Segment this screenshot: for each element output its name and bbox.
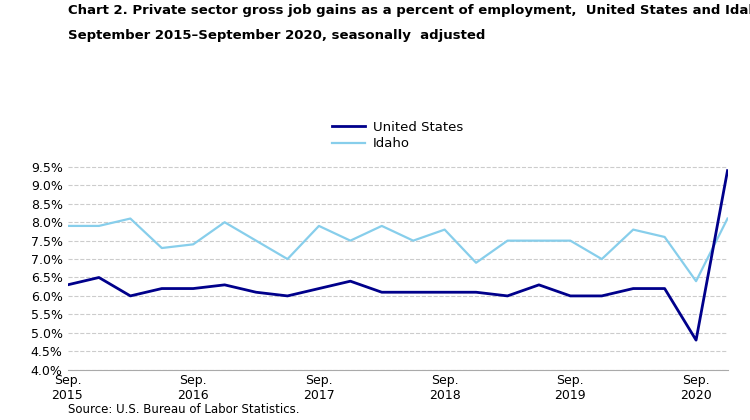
Idaho [566,238,574,243]
United States [220,282,230,287]
United States [660,286,669,291]
United States [597,294,606,299]
United States [314,286,323,291]
United States [94,275,104,280]
Idaho [472,260,481,265]
Text: Source: U.S. Bureau of Labor Statistics.: Source: U.S. Bureau of Labor Statistics. [68,403,299,416]
Legend: United States, Idaho: United States, Idaho [327,116,468,155]
United States [251,290,260,295]
Idaho [220,220,230,225]
Idaho [283,257,292,262]
Idaho [723,216,732,221]
Idaho [94,223,104,228]
Line: Idaho: Idaho [68,218,728,281]
Idaho [158,246,166,251]
Idaho [409,238,418,243]
Idaho [535,238,544,243]
Idaho [251,238,260,243]
Idaho [597,257,606,262]
United States [535,282,544,287]
United States [472,290,481,295]
United States [628,286,638,291]
Idaho [314,223,323,228]
Idaho [189,242,198,247]
United States [189,286,198,291]
Line: United States: United States [68,171,728,340]
United States [377,290,386,295]
United States [346,278,355,284]
United States [283,294,292,299]
Idaho [63,223,72,228]
Text: Chart 2. Private sector gross job gains as a percent of employment,  United Stat: Chart 2. Private sector gross job gains … [68,4,750,17]
Idaho [377,223,386,228]
United States [566,294,574,299]
United States [440,290,449,295]
Idaho [660,234,669,239]
United States [692,338,700,343]
Idaho [692,278,700,284]
Idaho [440,227,449,232]
Idaho [126,216,135,221]
Idaho [628,227,638,232]
Idaho [503,238,512,243]
United States [723,168,732,173]
Text: September 2015–September 2020, seasonally  adjusted: September 2015–September 2020, seasonall… [68,29,485,42]
United States [126,294,135,299]
Idaho [346,238,355,243]
United States [63,282,72,287]
United States [158,286,166,291]
United States [409,290,418,295]
United States [503,294,512,299]
